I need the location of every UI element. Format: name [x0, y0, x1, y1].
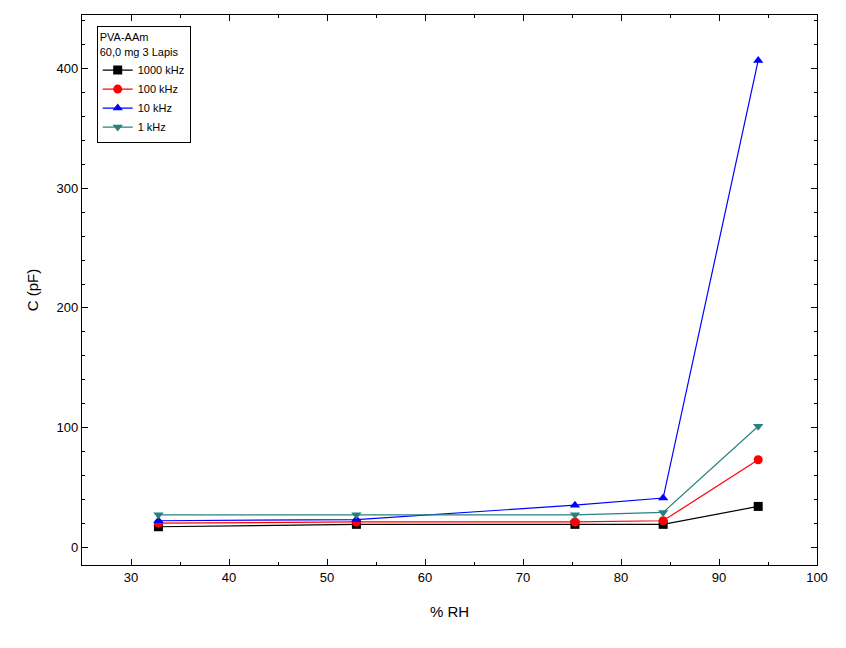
svg-text:80: 80 [614, 570, 628, 585]
svg-text:10 kHz: 10 kHz [138, 102, 172, 114]
svg-text:200: 200 [57, 300, 79, 315]
svg-text:60: 60 [418, 570, 432, 585]
svg-text:50: 50 [320, 570, 334, 585]
svg-text:30: 30 [124, 570, 138, 585]
svg-text:40: 40 [222, 570, 236, 585]
svg-text:100: 100 [57, 420, 79, 435]
svg-text:% RH: % RH [430, 603, 469, 620]
svg-text:1 kHz: 1 kHz [138, 121, 166, 133]
svg-text:100 kHz: 100 kHz [138, 83, 178, 95]
svg-text:300: 300 [57, 181, 79, 196]
svg-text:0: 0 [71, 540, 78, 555]
svg-text:1000 kHz: 1000 kHz [138, 64, 184, 76]
svg-text:400: 400 [57, 61, 79, 76]
svg-text:90: 90 [712, 570, 726, 585]
svg-text:70: 70 [516, 570, 530, 585]
svg-text:100: 100 [806, 570, 828, 585]
svg-text:C (pF): C (pF) [24, 269, 41, 312]
svg-text:PVA-AAm60,0 mg 3 Lapis: PVA-AAm60,0 mg 3 Lapis [100, 31, 179, 57]
